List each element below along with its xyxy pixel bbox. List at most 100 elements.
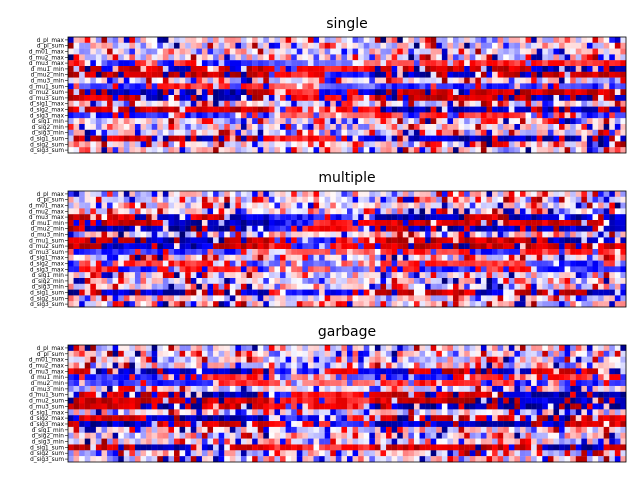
heatmap-cell	[240, 60, 247, 67]
heatmap-cell	[341, 48, 348, 55]
heatmap-cell	[620, 89, 627, 96]
heatmap-cell	[347, 71, 353, 78]
heatmap-cell	[536, 380, 543, 387]
heatmap-cell	[79, 196, 85, 203]
heatmap-cell	[235, 135, 242, 142]
heatmap-cell	[190, 106, 197, 113]
heatmap-cell	[436, 95, 443, 101]
heatmap-cell	[224, 266, 230, 273]
heatmap-cell	[73, 54, 80, 61]
heatmap-cell	[291, 249, 297, 255]
heatmap-cell	[68, 283, 74, 290]
heatmap-cell	[229, 385, 236, 392]
heatmap-cell	[480, 118, 487, 125]
heatmap-cell	[196, 191, 203, 197]
heatmap-cell	[514, 356, 521, 363]
heatmap-cell	[553, 249, 560, 255]
heatmap-cell	[547, 106, 554, 113]
heatmap-cell	[363, 135, 370, 142]
heatmap-cell	[497, 95, 504, 101]
heatmap-cell	[486, 112, 493, 119]
heatmap-cell	[581, 301, 588, 308]
heatmap-cell	[347, 196, 353, 203]
heatmap-cell	[229, 202, 236, 209]
heatmap-cell	[492, 254, 498, 261]
heatmap-cell	[380, 301, 387, 308]
heatmap-cell	[402, 272, 409, 279]
heatmap-cell	[319, 71, 325, 78]
heatmap-cell	[603, 37, 610, 43]
heatmap-cell	[307, 191, 314, 197]
heatmap-cell	[430, 289, 437, 296]
heatmap-cell	[564, 124, 571, 130]
heatmap-cell	[592, 231, 599, 238]
heatmap-cell	[246, 37, 253, 43]
heatmap-cell	[419, 191, 426, 197]
heatmap-cell	[341, 106, 348, 113]
heatmap-cell	[213, 135, 219, 142]
heatmap-cell	[313, 196, 320, 203]
heatmap-cell	[90, 202, 97, 209]
heatmap-cell	[542, 112, 549, 119]
heatmap-cell	[620, 83, 627, 90]
heatmap-cell	[469, 112, 476, 119]
heatmap-cell	[341, 220, 348, 226]
heatmap-cell	[101, 100, 108, 107]
heatmap-cell	[162, 118, 169, 125]
heatmap-cell	[68, 243, 74, 250]
heatmap-cell	[369, 356, 376, 363]
heatmap-cell	[112, 220, 119, 226]
heatmap-cell	[90, 196, 97, 203]
heatmap-cell	[79, 202, 85, 209]
heatmap-cell	[536, 77, 543, 84]
heatmap-cell	[313, 60, 320, 67]
heatmap-cell	[581, 100, 588, 107]
heatmap-cell	[391, 220, 398, 226]
heatmap-cell	[307, 249, 314, 255]
heatmap-cell	[307, 42, 314, 49]
heatmap-cell	[475, 71, 482, 78]
heatmap-cell	[240, 66, 247, 72]
heatmap-cell	[464, 295, 470, 302]
heatmap-cell	[609, 214, 615, 221]
heatmap-cell	[413, 71, 420, 78]
heatmap-cell	[503, 147, 509, 154]
heatmap-cell	[358, 243, 364, 250]
heatmap-cell	[620, 278, 627, 284]
heatmap-cell	[307, 356, 314, 363]
heatmap-cell	[168, 141, 175, 148]
heatmap-cell	[218, 42, 225, 49]
heatmap-cell	[140, 362, 147, 369]
heatmap-cell	[536, 231, 543, 238]
heatmap-cell	[480, 356, 487, 363]
heatmap-cell	[581, 129, 588, 136]
heatmap-cell	[458, 147, 465, 154]
heatmap-cell	[134, 249, 141, 255]
heatmap-cell	[268, 196, 275, 203]
heatmap-cell	[341, 283, 348, 290]
heatmap-cell	[324, 243, 331, 250]
heatmap-cell	[296, 95, 303, 101]
heatmap-cell	[201, 249, 208, 255]
heatmap-cell	[151, 356, 158, 363]
heatmap-cell	[547, 301, 554, 308]
heatmap-cell	[570, 231, 576, 238]
heatmap-cell	[201, 260, 208, 267]
heatmap-cell	[598, 118, 604, 125]
heatmap-cell	[307, 225, 314, 232]
heatmap-cell	[240, 231, 247, 238]
heatmap-cell	[246, 356, 253, 363]
heatmap-cell	[274, 374, 281, 381]
heatmap-cell	[519, 380, 526, 387]
heatmap-cell	[380, 54, 387, 61]
heatmap-cell	[330, 301, 336, 308]
heatmap-cell	[257, 214, 264, 221]
heatmap-cell	[519, 272, 526, 279]
heatmap-cell	[514, 37, 521, 43]
heatmap-cell	[363, 254, 370, 261]
heatmap-cell	[263, 380, 270, 387]
heatmap-cell	[174, 380, 180, 387]
heatmap-cell	[475, 225, 482, 232]
heatmap-cell	[107, 225, 113, 232]
heatmap-cell	[374, 48, 381, 55]
